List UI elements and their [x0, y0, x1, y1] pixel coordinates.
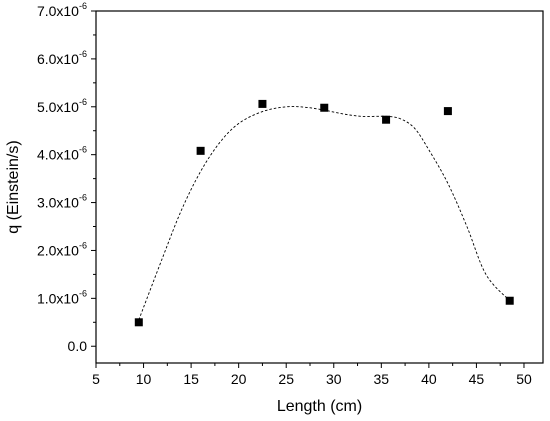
x-tick-label: 50 — [516, 371, 532, 387]
x-axis-title: Length (cm) — [277, 398, 362, 415]
x-tick-label: 30 — [326, 371, 342, 387]
data-point — [505, 296, 514, 305]
y-tick-label: 1.0x10-6 — [37, 288, 87, 306]
x-tick-label: 15 — [183, 371, 199, 387]
plot-frame — [95, 10, 544, 364]
fit-curve-group — [138, 106, 511, 321]
data-point — [258, 99, 267, 108]
y-tick-label: 7.0x10-6 — [37, 1, 87, 19]
y-tick-label: 6.0x10-6 — [37, 49, 87, 67]
x-tick-label: 10 — [136, 371, 152, 387]
x-tick-label: 45 — [469, 371, 485, 387]
data-point — [443, 107, 452, 116]
x-tick-label: 5 — [92, 371, 100, 387]
y-tick-label: 0.0 — [68, 338, 88, 354]
x-axis-ticks: 5 10 15 20 25 30 35 40 45 50 — [92, 363, 532, 387]
data-points — [134, 99, 514, 327]
x-tick-label: 35 — [374, 371, 390, 387]
x-tick-label: 25 — [278, 371, 294, 387]
y-tick-label: 3.0x10-6 — [37, 193, 87, 211]
y-tick-label: 2.0x10-6 — [37, 240, 87, 258]
y-tick-label: 5.0x10-6 — [37, 97, 87, 115]
data-point — [196, 146, 205, 155]
y-axis-title: q (Einstein/s) — [5, 140, 22, 233]
y-axis-ticks: 0.0 1.0x10-6 2.0x10-6 3.0x10-6 4.0x10-6 5.0x1… — [37, 1, 96, 354]
plot-border — [95, 10, 544, 364]
fit-curve — [138, 106, 511, 321]
data-point — [320, 103, 329, 112]
x-tick-label: 40 — [421, 371, 437, 387]
data-point — [134, 318, 143, 327]
y-tick-label: 4.0x10-6 — [37, 145, 87, 163]
data-point — [382, 115, 391, 124]
x-tick-label: 20 — [231, 371, 247, 387]
